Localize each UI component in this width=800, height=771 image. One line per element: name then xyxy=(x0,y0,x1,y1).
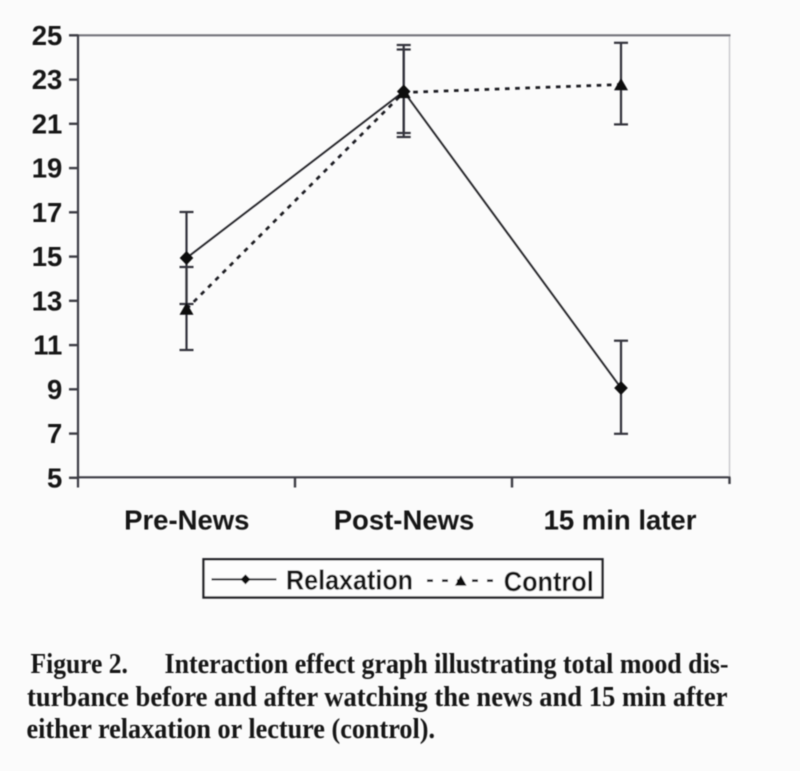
svg-text:19: 19 xyxy=(32,153,63,184)
svg-text:Control: Control xyxy=(504,566,594,597)
svg-text:either relaxation or lecture (: either relaxation or lecture (control). xyxy=(27,713,436,745)
svg-text:5: 5 xyxy=(47,462,62,493)
svg-text:Interaction effect graph illus: Interaction effect graph illustrating to… xyxy=(165,648,729,680)
svg-text:turbance before and after watc: turbance before and after watching the n… xyxy=(27,681,728,713)
svg-text:17: 17 xyxy=(32,197,63,228)
svg-text:Relaxation: Relaxation xyxy=(286,564,413,595)
svg-text:15 min later: 15 min later xyxy=(544,504,697,535)
svg-text:9: 9 xyxy=(47,374,62,405)
svg-text:11: 11 xyxy=(33,330,62,361)
svg-text:15: 15 xyxy=(32,241,63,272)
svg-text:Post-News: Post-News xyxy=(334,504,475,535)
svg-text:23: 23 xyxy=(32,64,63,95)
svg-text:25: 25 xyxy=(32,20,63,51)
svg-text:Pre-News: Pre-News xyxy=(124,504,249,535)
svg-text:21: 21 xyxy=(32,108,63,139)
svg-text:7: 7 xyxy=(47,418,62,449)
svg-text:13: 13 xyxy=(32,285,63,316)
svg-text:Figure 2.: Figure 2. xyxy=(31,648,128,680)
